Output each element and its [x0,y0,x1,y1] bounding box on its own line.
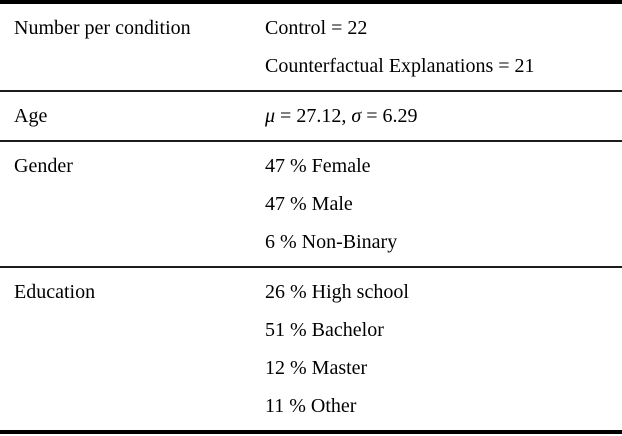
bottom-rule [0,430,622,434]
row-label: Age [14,105,48,127]
row-value: Counterfactual Explanations = 21 [265,55,535,77]
row-value: 26 % High school [265,281,409,303]
row-value: 47 % Female [265,155,371,177]
table-row: Gender 47 % Female 47 % Male 6 % Non-Binar… [0,142,622,266]
row-value: 51 % Bachelor [265,319,384,341]
row-values: Control = 22 Counterfactual Explanations … [265,9,622,85]
row-label: Gender [14,155,73,177]
mid-rule [0,266,622,268]
row-value: 11 % Other [265,395,357,417]
top-rule [0,0,622,4]
table-row: Education 26 % High school 51 % Bachelor 1… [0,268,622,430]
row-label: Number per condition [14,17,191,39]
row-value: μ = 27.12, σ = 6.29 [265,105,418,127]
row-value: Control = 22 [265,17,368,39]
row-value: 6 % Non-Binary [265,231,398,253]
mid-rule [0,140,622,142]
table-row: Number per condition Control = 22 Counter… [0,4,622,90]
row-values: 26 % High school 51 % Bachelor 12 % Master… [265,273,622,425]
row-values: 47 % Female 47 % Male 6 % Non-Binary [265,147,622,261]
row-label: Education [14,281,96,303]
row-values: μ = 27.12, σ = 6.29 [265,97,622,135]
table-row: Age μ = 27.12, σ = 6.29 [0,92,622,140]
table-body: Number per condition Control = 22 Counter… [0,4,622,430]
row-value: 47 % Male [265,193,353,215]
row-value: 12 % Master [265,357,368,379]
mid-rule [0,90,622,92]
